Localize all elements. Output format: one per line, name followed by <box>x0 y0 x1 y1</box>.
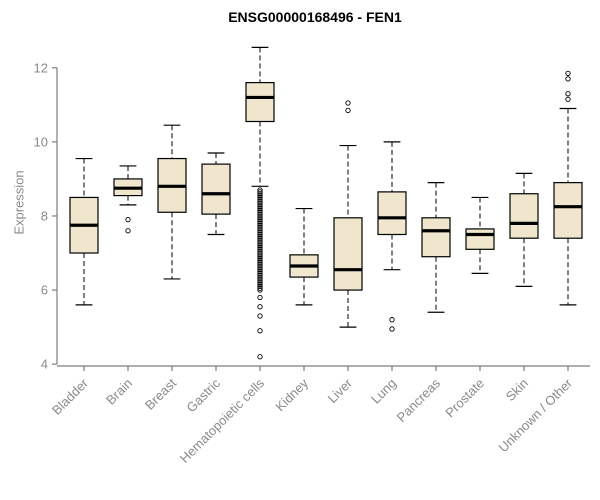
outlier-point-hematopoietic-cells <box>257 283 263 290</box>
outlier-point-hematopoietic-cells <box>257 250 263 256</box>
outlier-point-hematopoietic-cells <box>257 211 263 217</box>
box-prostate <box>465 228 495 250</box>
outlier-point-hematopoietic-cells <box>257 226 263 232</box>
outlier-point-hematopoietic-cells <box>257 213 263 219</box>
x-axis-tick-label-prostate: Prostate <box>442 376 487 421</box>
y-axis-tick-label: 6 <box>41 283 48 298</box>
chart-title: ENSG00000168496 - FEN1 <box>228 9 402 25</box>
outlier-point-lung <box>389 326 395 332</box>
outlier-point-hematopoietic-cells <box>257 265 263 271</box>
outlier-point-hematopoietic-cells <box>257 189 263 195</box>
outlier-point-hematopoietic-cells <box>257 278 263 284</box>
box-hematopoietic-cells <box>245 82 275 123</box>
outlier-point-hematopoietic-cells <box>257 218 263 225</box>
outlier-point-hematopoietic-cells <box>257 244 263 251</box>
y-axis-tick-label: 4 <box>41 357 48 372</box>
box-unknown-other <box>553 182 583 239</box>
outlier-point-hematopoietic-cells <box>257 209 263 215</box>
outlier-point-unknown-other <box>565 91 571 97</box>
outlier-point-brain <box>125 228 131 234</box>
outlier-point-hematopoietic-cells <box>257 285 263 291</box>
outlier-point-hematopoietic-cells <box>257 231 263 238</box>
outlier-point-hematopoietic-cells <box>257 272 263 278</box>
x-axis-tick-label-unknown-other: Unknown / Other <box>496 375 576 455</box>
x-axis-tick-label-gastric: Gastric <box>183 375 223 415</box>
x-axis-tick-label-brain: Brain <box>103 376 135 408</box>
outlier-point-hematopoietic-cells <box>257 242 263 249</box>
outlier-point-hematopoietic-cells <box>257 229 263 236</box>
outlier-point-hematopoietic-cells <box>257 224 263 230</box>
y-axis-tick-label: 10 <box>34 134 48 149</box>
x-axis-tick-label-hematopoietic-cells: Hematopoietic cells <box>177 375 268 466</box>
outlier-point-liver <box>345 100 351 106</box>
outlier-point-brain <box>125 217 131 223</box>
outlier-point-hematopoietic-cells <box>257 198 263 204</box>
outlier-point-hematopoietic-cells <box>257 204 263 210</box>
outlier-point-hematopoietic-cells <box>257 192 263 199</box>
outlier-point-hematopoietic-cells <box>257 354 263 360</box>
outlier-point-hematopoietic-cells <box>257 200 263 206</box>
outlier-point-liver <box>345 107 351 114</box>
outlier-point-hematopoietic-cells <box>257 191 263 197</box>
outlier-point-hematopoietic-cells <box>257 205 263 212</box>
outlier-point-hematopoietic-cells <box>257 267 263 273</box>
outlier-point-hematopoietic-cells <box>257 279 263 286</box>
x-axis-tick-label-lung: Lung <box>368 376 399 407</box>
outlier-point-lung <box>389 317 395 323</box>
outlier-point-hematopoietic-cells <box>257 276 263 282</box>
outlier-point-hematopoietic-cells <box>257 252 263 258</box>
outlier-point-hematopoietic-cells <box>257 241 263 247</box>
outlier-point-unknown-other <box>565 70 571 76</box>
y-axis-tick-label: 8 <box>41 208 48 223</box>
outlier-point-hematopoietic-cells <box>257 194 263 201</box>
y-axis-label: Expression <box>11 170 27 235</box>
outlier-point-hematopoietic-cells <box>257 274 263 280</box>
outlier-point-unknown-other <box>565 76 571 82</box>
outlier-point-hematopoietic-cells <box>257 313 263 319</box>
outlier-point-hematopoietic-cells <box>257 257 263 264</box>
y-axis-tick-label: 12 <box>34 60 48 75</box>
outlier-point-hematopoietic-cells <box>257 187 263 193</box>
box-skin <box>509 193 539 239</box>
outlier-point-hematopoietic-cells <box>257 304 263 310</box>
outlier-point-hematopoietic-cells <box>257 255 263 262</box>
outlier-point-hematopoietic-cells <box>257 233 263 239</box>
outlier-point-hematopoietic-cells <box>257 270 263 277</box>
outlier-point-hematopoietic-cells <box>257 196 263 202</box>
outlier-point-hematopoietic-cells <box>257 281 263 288</box>
outlier-point-hematopoietic-cells <box>257 294 263 301</box>
x-axis-tick-label-bladder: Bladder <box>49 375 92 418</box>
outlier-point-hematopoietic-cells <box>257 215 263 221</box>
x-axis-tick-label-skin: Skin <box>503 376 531 404</box>
x-axis-tick-label-liver: Liver <box>325 375 356 406</box>
outlier-point-hematopoietic-cells <box>257 222 263 228</box>
outlier-point-hematopoietic-cells <box>257 287 263 293</box>
box-liver <box>333 217 363 291</box>
outlier-point-hematopoietic-cells <box>257 248 263 254</box>
outlier-point-hematopoietic-cells <box>257 259 263 265</box>
box-gastric <box>201 163 231 215</box>
outlier-point-hematopoietic-cells <box>257 220 263 227</box>
outlier-point-hematopoietic-cells <box>257 237 263 243</box>
x-axis-tick-label-kidney: Kidney <box>272 375 311 414</box>
outlier-point-hematopoietic-cells <box>257 235 263 241</box>
outlier-point-hematopoietic-cells <box>257 207 263 214</box>
x-axis-tick-label-pancreas: Pancreas <box>394 375 444 425</box>
box-lung <box>377 191 407 236</box>
outlier-point-hematopoietic-cells <box>257 246 263 252</box>
outlier-point-hematopoietic-cells <box>257 261 263 267</box>
outlier-point-hematopoietic-cells <box>257 239 263 245</box>
outlier-point-hematopoietic-cells <box>257 254 263 260</box>
outlier-point-unknown-other <box>565 96 571 102</box>
box-pancreas <box>421 217 451 258</box>
outlier-point-hematopoietic-cells <box>257 217 263 223</box>
outlier-point-hematopoietic-cells <box>257 328 263 334</box>
outlier-point-hematopoietic-cells <box>257 268 263 275</box>
outlier-point-hematopoietic-cells <box>257 228 263 234</box>
outlier-point-hematopoietic-cells <box>257 263 263 269</box>
outlier-point-hematopoietic-cells <box>257 202 263 208</box>
x-axis-tick-label-breast: Breast <box>142 375 179 412</box>
